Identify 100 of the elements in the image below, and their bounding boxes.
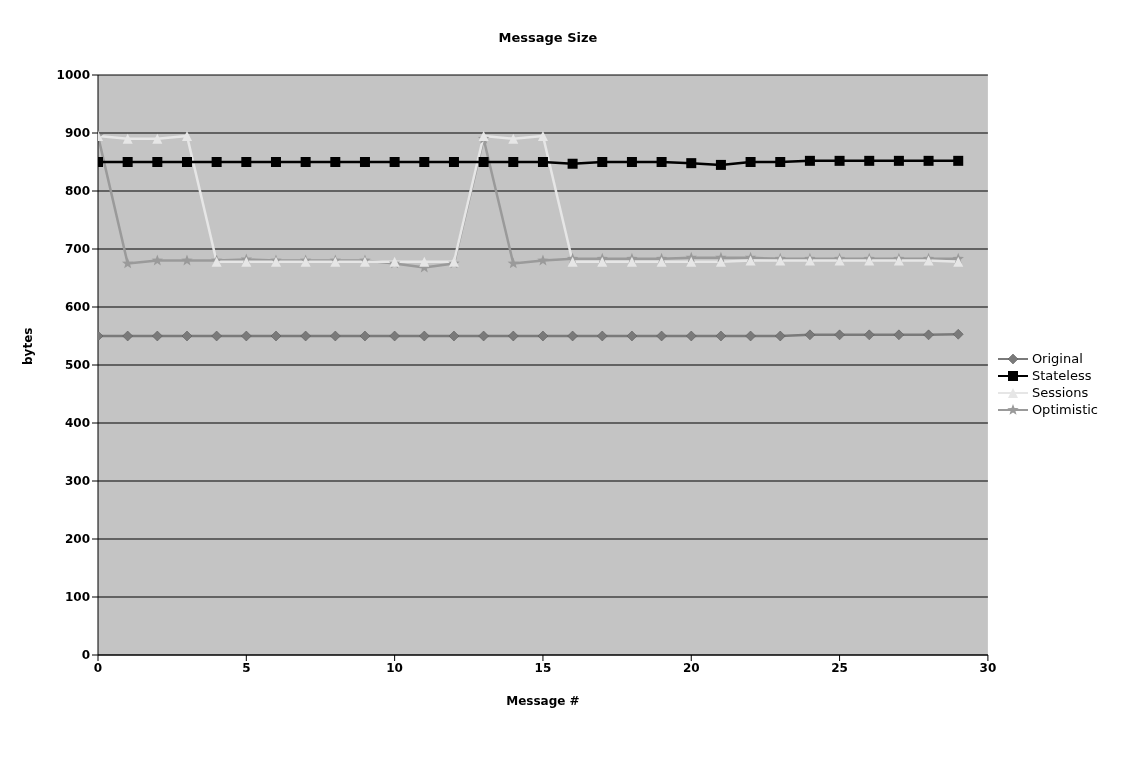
point — [181, 330, 193, 342]
point — [715, 159, 726, 170]
point — [626, 330, 638, 342]
point — [597, 330, 608, 342]
point — [834, 329, 845, 341]
y-tick-label: 800 — [64, 184, 90, 199]
point — [181, 130, 192, 141]
point — [152, 133, 163, 144]
point — [863, 329, 875, 341]
y-tick-label: 0 — [81, 648, 90, 663]
point — [389, 157, 400, 167]
point — [745, 157, 756, 167]
point — [537, 330, 549, 342]
point — [745, 330, 756, 342]
point — [686, 256, 697, 267]
y-tick-label: 900 — [64, 126, 90, 141]
point — [567, 330, 578, 342]
point — [359, 330, 371, 342]
point — [152, 330, 163, 342]
point — [478, 330, 489, 342]
x-tick-label: 15 — [534, 660, 552, 675]
y-tick-label: 100 — [64, 590, 90, 605]
point — [122, 157, 133, 167]
point — [656, 330, 667, 342]
x-axis-title: Message # — [506, 694, 580, 708]
point — [507, 257, 519, 269]
point — [389, 330, 400, 342]
y-tick-label: 700 — [64, 242, 90, 257]
point — [330, 330, 341, 342]
point — [804, 155, 815, 166]
x-tick-label: 10 — [386, 660, 403, 675]
point — [211, 157, 222, 167]
point — [656, 157, 667, 167]
point — [864, 155, 875, 166]
point — [775, 330, 786, 342]
point — [151, 254, 164, 266]
y-tick-label: 500 — [64, 358, 90, 373]
legend-label: Original — [1031, 351, 1083, 366]
point — [537, 254, 549, 266]
y-axis-title: bytes — [21, 327, 36, 365]
point — [537, 130, 548, 141]
x-tick-label: 0 — [93, 660, 103, 675]
point — [448, 330, 460, 342]
point — [330, 157, 341, 167]
y-tick-label: 300 — [64, 474, 90, 489]
point — [419, 330, 430, 342]
point — [508, 133, 519, 144]
x-tick-label: 30 — [979, 660, 997, 675]
point — [152, 157, 163, 167]
point — [419, 256, 430, 267]
y-tick-label: 600 — [64, 300, 90, 315]
point — [300, 157, 311, 167]
point — [893, 329, 905, 341]
point — [626, 256, 637, 267]
y-tick-label: 1000 — [56, 68, 90, 83]
x-tick-label: 5 — [242, 660, 251, 675]
point — [953, 155, 964, 166]
point — [597, 256, 608, 267]
point — [448, 157, 459, 167]
point — [775, 157, 786, 167]
point — [567, 158, 578, 169]
point — [597, 157, 608, 167]
point — [893, 155, 904, 166]
point — [122, 330, 133, 342]
point — [923, 329, 934, 341]
point — [745, 255, 756, 266]
point — [686, 330, 697, 342]
point — [241, 330, 252, 342]
point — [270, 157, 281, 167]
point — [211, 330, 222, 342]
legend-label: Stateless — [1031, 368, 1092, 383]
point — [300, 330, 311, 342]
point — [715, 256, 726, 267]
point — [122, 133, 133, 144]
point — [478, 157, 489, 167]
point — [537, 157, 548, 167]
legend-label: Optimistic — [1031, 402, 1098, 417]
point — [419, 157, 430, 167]
point — [567, 256, 578, 267]
point — [270, 330, 282, 342]
point — [804, 329, 816, 341]
point — [241, 157, 252, 167]
point — [626, 157, 637, 167]
point — [715, 330, 727, 342]
point — [952, 329, 964, 340]
legend-label: Sessions — [1031, 385, 1089, 400]
point — [508, 157, 519, 167]
point — [686, 158, 697, 169]
point — [923, 155, 934, 166]
point — [656, 256, 667, 267]
point — [834, 155, 845, 166]
x-tick-label: 20 — [682, 660, 700, 675]
point — [121, 257, 134, 269]
point — [953, 256, 964, 267]
point — [181, 157, 192, 167]
x-tick-label: 25 — [831, 660, 848, 675]
point — [359, 157, 370, 167]
point — [508, 330, 519, 342]
chart-title: Message Size — [497, 30, 599, 45]
y-tick-label: 200 — [64, 532, 90, 547]
